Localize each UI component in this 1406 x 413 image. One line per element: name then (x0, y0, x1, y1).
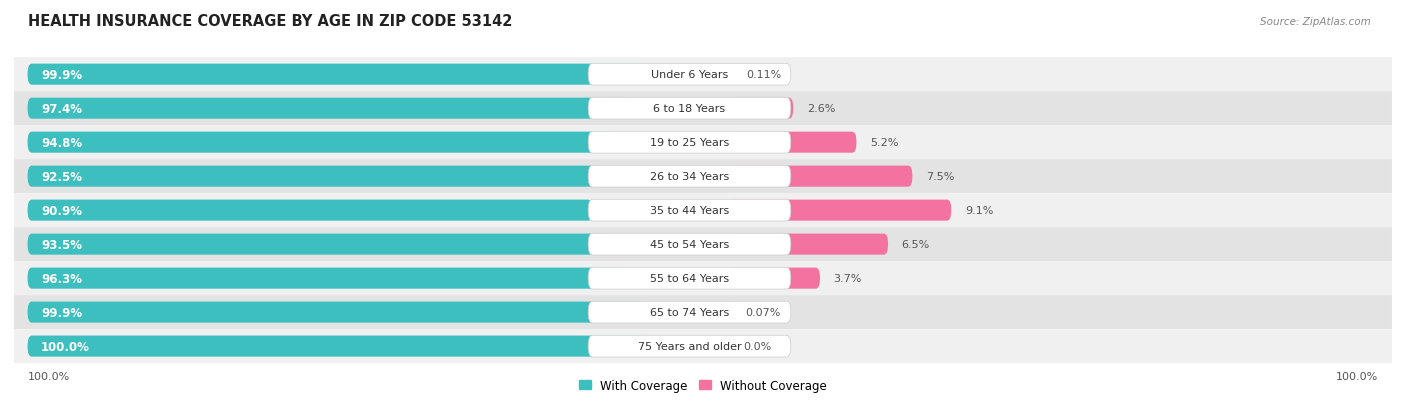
FancyBboxPatch shape (728, 64, 734, 85)
FancyBboxPatch shape (14, 261, 1392, 295)
FancyBboxPatch shape (588, 200, 790, 221)
Text: 90.9%: 90.9% (41, 204, 82, 217)
FancyBboxPatch shape (14, 228, 1392, 261)
Text: Under 6 Years: Under 6 Years (651, 70, 728, 80)
Text: 2.6%: 2.6% (807, 104, 835, 114)
Text: 100.0%: 100.0% (28, 371, 70, 381)
FancyBboxPatch shape (727, 302, 734, 323)
FancyBboxPatch shape (14, 194, 1392, 228)
Text: 0.07%: 0.07% (745, 307, 780, 317)
FancyBboxPatch shape (730, 200, 952, 221)
FancyBboxPatch shape (588, 335, 790, 357)
Text: 55 to 64 Years: 55 to 64 Years (650, 273, 730, 283)
FancyBboxPatch shape (730, 268, 820, 289)
FancyBboxPatch shape (730, 234, 889, 255)
Text: 96.3%: 96.3% (41, 272, 82, 285)
Text: 75 Years and older: 75 Years and older (638, 341, 741, 351)
FancyBboxPatch shape (730, 166, 912, 187)
FancyBboxPatch shape (14, 58, 1392, 92)
Text: 94.8%: 94.8% (41, 136, 82, 149)
FancyBboxPatch shape (588, 301, 790, 323)
FancyBboxPatch shape (14, 329, 1392, 363)
FancyBboxPatch shape (730, 132, 856, 153)
FancyBboxPatch shape (28, 132, 617, 153)
FancyBboxPatch shape (28, 302, 648, 323)
Text: 26 to 34 Years: 26 to 34 Years (650, 172, 730, 182)
Text: 100.0%: 100.0% (1336, 371, 1378, 381)
Text: 0.11%: 0.11% (747, 70, 782, 80)
FancyBboxPatch shape (14, 126, 1392, 160)
Text: 19 to 25 Years: 19 to 25 Years (650, 138, 730, 148)
Text: 99.9%: 99.9% (41, 69, 82, 81)
Text: 9.1%: 9.1% (965, 206, 993, 216)
FancyBboxPatch shape (28, 200, 592, 221)
FancyBboxPatch shape (14, 92, 1392, 126)
Text: Source: ZipAtlas.com: Source: ZipAtlas.com (1260, 17, 1371, 26)
Text: 65 to 74 Years: 65 to 74 Years (650, 307, 730, 317)
Text: HEALTH INSURANCE COVERAGE BY AGE IN ZIP CODE 53142: HEALTH INSURANCE COVERAGE BY AGE IN ZIP … (28, 14, 512, 29)
Text: 0.0%: 0.0% (744, 341, 772, 351)
FancyBboxPatch shape (588, 166, 790, 188)
FancyBboxPatch shape (28, 234, 609, 255)
Text: 92.5%: 92.5% (41, 170, 82, 183)
Legend: With Coverage, Without Coverage: With Coverage, Without Coverage (579, 379, 827, 392)
FancyBboxPatch shape (14, 295, 1392, 329)
FancyBboxPatch shape (28, 166, 602, 187)
Text: 3.7%: 3.7% (834, 273, 862, 283)
Text: 45 to 54 Years: 45 to 54 Years (650, 240, 730, 249)
Text: 35 to 44 Years: 35 to 44 Years (650, 206, 730, 216)
FancyBboxPatch shape (28, 268, 626, 289)
FancyBboxPatch shape (28, 98, 633, 119)
FancyBboxPatch shape (588, 98, 790, 120)
Text: 6 to 18 Years: 6 to 18 Years (654, 104, 725, 114)
FancyBboxPatch shape (588, 132, 790, 154)
Text: 6.5%: 6.5% (901, 240, 929, 249)
FancyBboxPatch shape (28, 64, 648, 85)
FancyBboxPatch shape (588, 64, 790, 86)
Text: 5.2%: 5.2% (870, 138, 898, 148)
Text: 99.9%: 99.9% (41, 306, 82, 319)
Text: 93.5%: 93.5% (41, 238, 82, 251)
FancyBboxPatch shape (14, 160, 1392, 194)
FancyBboxPatch shape (588, 268, 790, 289)
Text: 7.5%: 7.5% (927, 172, 955, 182)
Text: 97.4%: 97.4% (41, 102, 82, 115)
FancyBboxPatch shape (28, 336, 650, 357)
FancyBboxPatch shape (588, 234, 790, 255)
Text: 100.0%: 100.0% (41, 340, 90, 353)
FancyBboxPatch shape (730, 98, 793, 119)
